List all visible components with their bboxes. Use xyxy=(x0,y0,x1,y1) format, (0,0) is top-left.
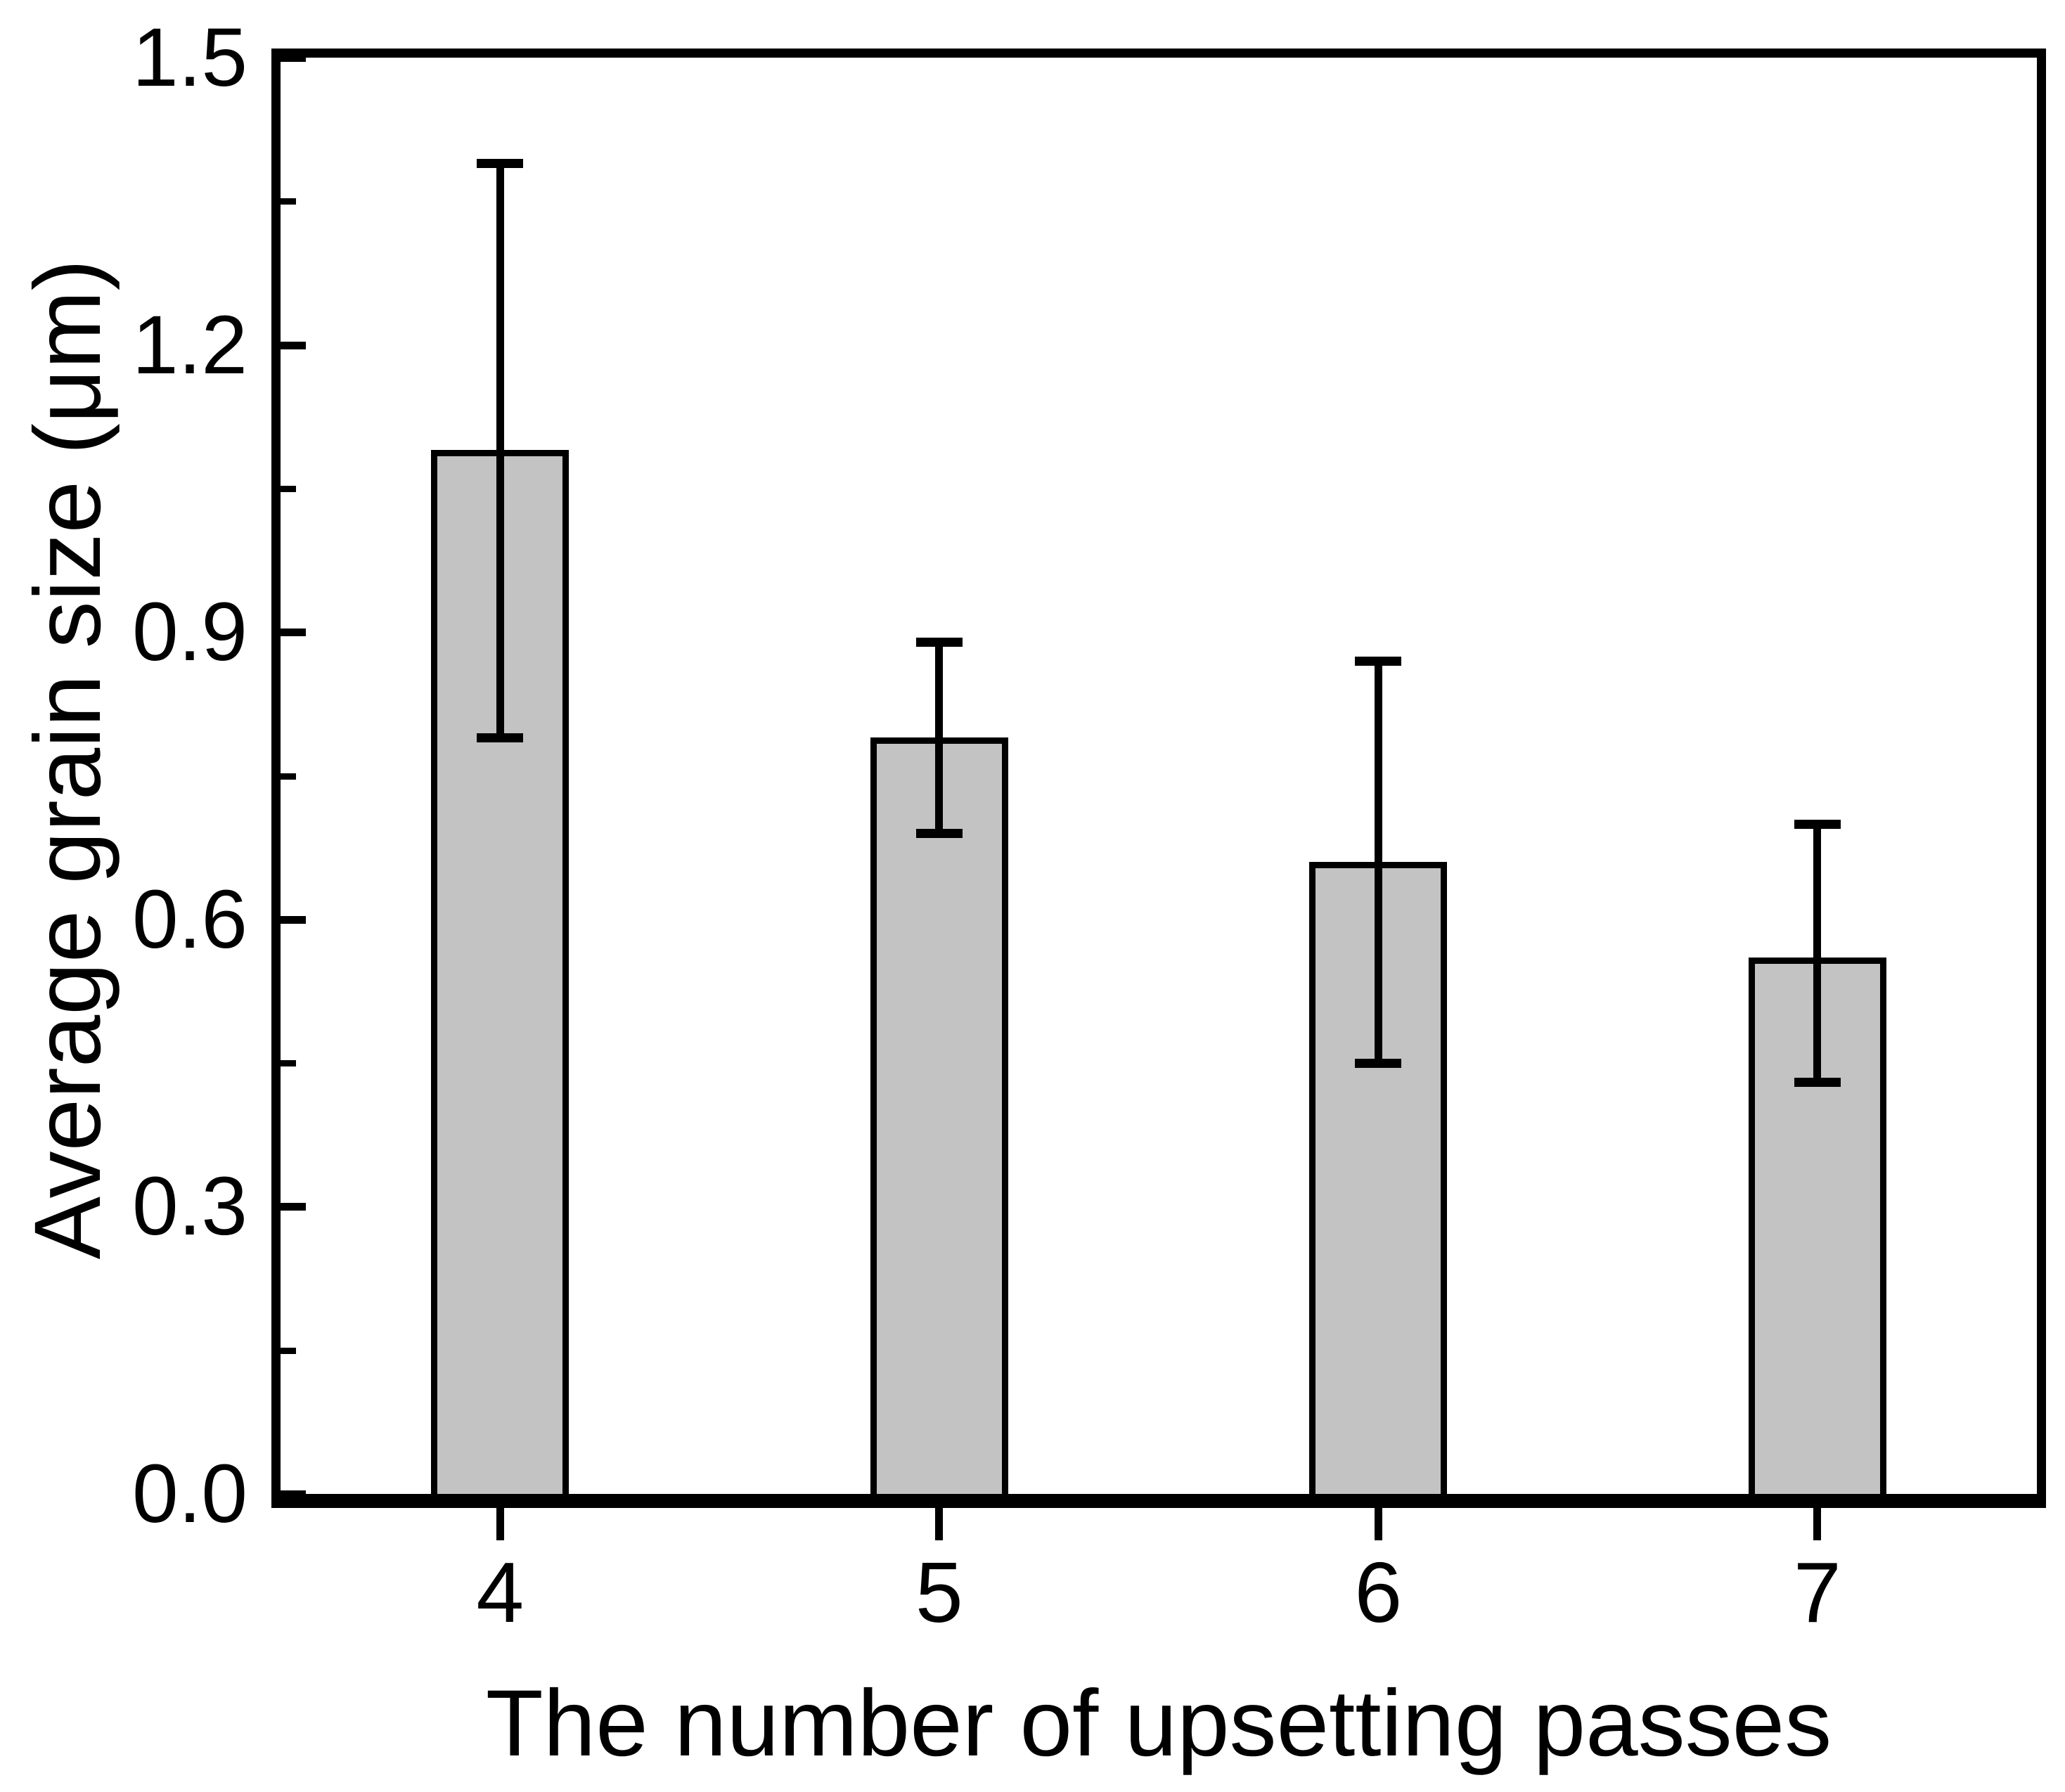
y-tick-label: 1.2 xyxy=(131,298,247,392)
error-bar-cap-bottom xyxy=(1794,1078,1841,1088)
error-bar-cap-top xyxy=(1355,657,1402,666)
error-bar-line xyxy=(1374,661,1382,1064)
y-major-tick xyxy=(281,1490,306,1498)
y-major-tick xyxy=(281,629,306,637)
y-major-tick xyxy=(281,915,306,924)
y-tick-label: 0.0 xyxy=(131,1448,247,1540)
y-major-tick xyxy=(281,54,306,62)
error-bar-cap-bottom xyxy=(1355,1059,1402,1069)
y-major-tick xyxy=(281,341,306,349)
x-tick-label: 7 xyxy=(1793,1545,1841,1640)
y-tick-label: 1.5 xyxy=(131,11,247,104)
x-tick xyxy=(1813,1508,1822,1540)
y-minor-tick xyxy=(281,1347,296,1354)
y-minor-tick xyxy=(281,773,296,780)
bar xyxy=(870,737,1008,1494)
y-tick-label: 0.6 xyxy=(131,872,247,966)
error-bar-cap-top xyxy=(915,637,963,647)
y-minor-tick xyxy=(281,1060,296,1067)
error-bar-line xyxy=(1813,823,1822,1083)
error-bar-line xyxy=(935,641,944,834)
x-tick-label: 5 xyxy=(915,1545,963,1640)
x-axis-title: The number of upsetting passes xyxy=(485,1671,1832,1776)
x-tick-label: 4 xyxy=(476,1545,525,1640)
y-minor-tick xyxy=(281,198,296,205)
x-tick-label: 6 xyxy=(1354,1545,1403,1640)
y-tick-label: 0.9 xyxy=(131,586,247,679)
error-bar-line xyxy=(496,162,504,737)
error-bar-cap-bottom xyxy=(915,829,963,839)
x-tick xyxy=(935,1508,944,1540)
error-bar-cap-top xyxy=(477,158,524,168)
x-tick xyxy=(1374,1508,1382,1540)
y-minor-tick xyxy=(281,485,296,492)
x-tick xyxy=(496,1508,504,1540)
error-bar-cap-bottom xyxy=(477,733,524,743)
y-axis-title: Average grain size (μm) xyxy=(15,259,120,1260)
error-bar-cap-top xyxy=(1794,819,1841,829)
y-major-tick xyxy=(281,1203,306,1211)
y-tick-label: 0.3 xyxy=(131,1160,247,1253)
